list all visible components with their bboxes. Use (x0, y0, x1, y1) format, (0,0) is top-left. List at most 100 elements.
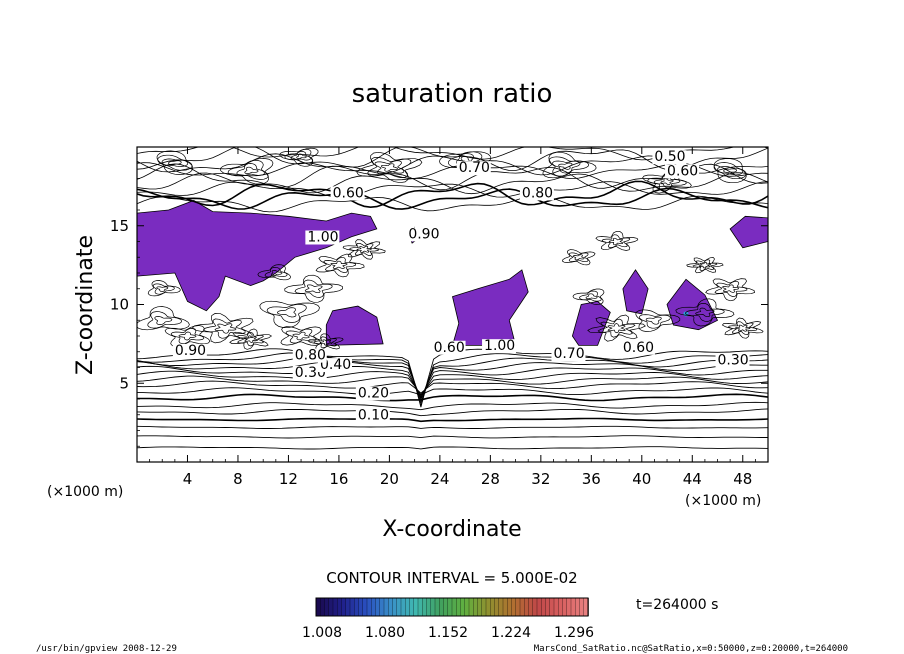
contour-line (587, 314, 646, 342)
x-tick-label: 44 (683, 470, 702, 488)
contour-line (595, 230, 639, 251)
contour-label-bg (330, 186, 365, 201)
contour-label: 0.30 (718, 352, 749, 368)
x-axis-title: X-coordinate (382, 517, 521, 542)
contour-line (157, 154, 193, 171)
contour-line (714, 280, 748, 297)
contour-label-bg (665, 164, 700, 179)
contour-line (244, 166, 259, 174)
supersaturated-region (622, 269, 649, 315)
contour-line (137, 360, 768, 401)
contour-line (290, 151, 311, 161)
contour-line (285, 328, 317, 344)
contour-line (152, 283, 175, 295)
contour-line (552, 160, 581, 174)
contour-line (721, 317, 764, 339)
contour-line (304, 284, 323, 294)
color-bar-tick-label: 1.152 (428, 625, 468, 641)
contour-line (137, 356, 768, 404)
contour-label: 0.60 (434, 340, 465, 356)
y-axis-ticks: 5 10 15 (110, 162, 768, 447)
x-axis-unit: (×1000 m) (685, 493, 761, 509)
contour-line (660, 178, 674, 185)
x-tick-label: 20 (380, 470, 399, 488)
contour-label-bg (355, 408, 390, 423)
contour-label: 0.90 (175, 343, 206, 359)
contour-label: 0.40 (320, 357, 351, 373)
contour-line (137, 393, 768, 402)
chart-title: saturation ratio (352, 79, 553, 109)
contour-line (349, 242, 379, 256)
contour-label: 0.60 (667, 163, 698, 179)
contour-line (137, 375, 768, 396)
contour-line (137, 417, 768, 423)
contour-interval-label: CONTOUR INTERVAL = 5.000E-02 (326, 569, 577, 587)
contour-label: 0.60 (333, 185, 364, 201)
footer-right: MarsCond_SatRatio.nc@SatRatio,x=0:50000,… (534, 644, 848, 654)
contour-line (164, 325, 211, 347)
plot-area: 0.100.200.300.300.400.60 1.00 0.70 0.600.90… (110, 146, 769, 488)
contour-line (597, 318, 636, 338)
contour-line (294, 279, 333, 298)
contour-label: 0.50 (654, 149, 685, 165)
contour-line (137, 172, 768, 195)
contour-line (698, 261, 712, 269)
contour-line (572, 288, 605, 305)
contour-line (137, 187, 768, 210)
contour-line (568, 252, 589, 263)
contour-line (191, 313, 254, 344)
contour-line (374, 160, 405, 175)
contour-labels: 0.100.200.300.300.400.60 1.00 0.70 0.600.90… (172, 149, 750, 423)
contour-line (692, 259, 718, 271)
color-bar-tick-label: 1.008 (302, 625, 342, 641)
contour-line (284, 274, 343, 303)
contour-label-bg (305, 230, 340, 245)
contour-line (280, 326, 322, 346)
contour-line (137, 180, 768, 209)
color-bar-tick-label: 1.080 (365, 625, 405, 641)
contour-line (313, 336, 337, 349)
contour-line (713, 158, 747, 184)
contour-line (296, 153, 307, 159)
contour-line (137, 163, 768, 191)
contour-line (356, 151, 423, 184)
contour-line (608, 237, 624, 246)
contour-line (137, 352, 768, 408)
contour-line (168, 160, 182, 166)
contour-label: 1.00 (307, 230, 338, 246)
contour-line (242, 335, 259, 343)
contour-line (307, 333, 344, 351)
contour-label: 0.70 (459, 160, 490, 176)
contour-line (236, 331, 265, 347)
y-axis-unit: (×1000 m) (47, 484, 123, 500)
contour-line (356, 245, 372, 253)
contour-line (585, 293, 598, 300)
contour-label: 0.10 (358, 407, 389, 423)
x-tick-label: 40 (632, 470, 651, 488)
contour-line (279, 147, 319, 167)
contour-line (579, 290, 602, 302)
contour-line (705, 278, 756, 302)
contour-line (713, 162, 747, 180)
contour-line (695, 307, 715, 318)
contour-label: 0.80 (522, 185, 553, 201)
contour-label-bg (620, 340, 655, 355)
supersaturated-region (325, 305, 384, 346)
contour-line (675, 298, 735, 327)
contour-line (257, 264, 291, 281)
contour-line (292, 331, 310, 341)
contour-label-bg (652, 150, 687, 165)
contour-line (137, 387, 768, 396)
contour-line (203, 318, 246, 339)
contour-line (639, 314, 671, 329)
x-tick-label: 16 (329, 470, 348, 488)
footer-left: /usr/bin/gpview 2008-12-29 (36, 644, 177, 654)
contour-line (277, 307, 297, 318)
time-label: t=264000 s (636, 597, 718, 613)
contour-line (227, 160, 269, 180)
x-tick-label: 28 (481, 470, 500, 488)
x-tick-label: 8 (233, 470, 243, 488)
contour-line (685, 302, 725, 322)
contour-line (137, 446, 768, 450)
contour-line (137, 147, 768, 171)
